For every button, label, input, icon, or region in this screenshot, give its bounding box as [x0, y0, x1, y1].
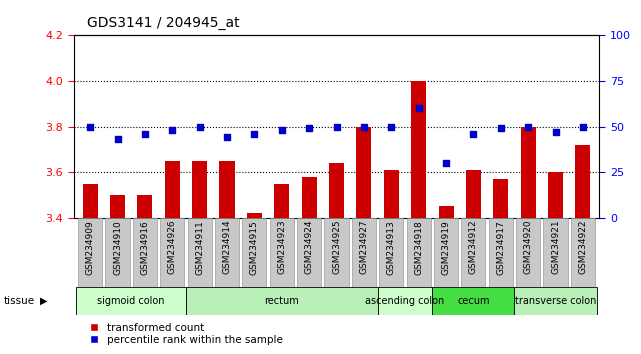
Text: GSM234924: GSM234924 — [304, 220, 313, 274]
Bar — [576, 145, 590, 218]
Bar — [384, 170, 399, 218]
Bar — [515, 287, 597, 315]
Legend: transformed count, percentile rank within the sample: transformed count, percentile rank withi… — [79, 318, 287, 349]
Bar — [352, 218, 376, 287]
Bar — [274, 183, 289, 218]
Point — [304, 126, 314, 131]
Bar — [106, 218, 129, 287]
Bar — [302, 177, 317, 218]
Bar — [329, 163, 344, 218]
Text: GSM234916: GSM234916 — [140, 220, 149, 275]
Bar — [133, 218, 157, 287]
Text: GSM234925: GSM234925 — [332, 220, 341, 274]
Bar — [160, 218, 185, 287]
Bar — [215, 218, 239, 287]
Point — [469, 131, 479, 137]
Point — [140, 131, 150, 137]
Bar — [411, 81, 426, 218]
Point — [441, 160, 451, 166]
Bar — [516, 218, 540, 287]
Bar — [297, 218, 321, 287]
Text: GDS3141 / 204945_at: GDS3141 / 204945_at — [87, 16, 239, 30]
Bar — [356, 126, 371, 218]
Text: GSM234913: GSM234913 — [387, 220, 395, 275]
Point — [495, 126, 506, 131]
Text: GSM234920: GSM234920 — [524, 220, 533, 274]
Point — [578, 124, 588, 129]
Text: GSM234926: GSM234926 — [168, 220, 177, 274]
Point — [413, 105, 424, 111]
Text: sigmoid colon: sigmoid colon — [97, 296, 165, 306]
Text: GSM234917: GSM234917 — [496, 220, 505, 275]
Point — [551, 129, 561, 135]
Bar — [378, 287, 432, 315]
Text: tissue: tissue — [3, 296, 35, 306]
Text: GSM234919: GSM234919 — [442, 220, 451, 275]
Text: rectum: rectum — [264, 296, 299, 306]
Point — [112, 137, 122, 142]
Point — [222, 135, 232, 140]
Bar — [324, 218, 349, 287]
Point — [194, 124, 204, 129]
Bar — [219, 161, 235, 218]
Point — [85, 124, 96, 129]
Point — [249, 131, 260, 137]
Text: ▶: ▶ — [40, 296, 48, 306]
Text: cecum: cecum — [457, 296, 490, 306]
Bar — [110, 195, 125, 218]
Bar — [406, 218, 431, 287]
Point — [359, 124, 369, 129]
Bar — [186, 287, 378, 315]
Text: GSM234910: GSM234910 — [113, 220, 122, 275]
Bar — [571, 218, 595, 287]
Text: GSM234914: GSM234914 — [222, 220, 231, 274]
Bar — [520, 126, 536, 218]
Text: ascending colon: ascending colon — [365, 296, 445, 306]
Bar — [270, 218, 294, 287]
Text: GSM234921: GSM234921 — [551, 220, 560, 274]
Text: GSM234915: GSM234915 — [250, 220, 259, 275]
Bar — [76, 287, 186, 315]
Bar — [247, 213, 262, 218]
Bar — [192, 161, 207, 218]
Text: GSM234909: GSM234909 — [86, 220, 95, 275]
Bar — [488, 218, 513, 287]
Bar — [548, 172, 563, 218]
Bar — [434, 218, 458, 287]
Bar — [78, 218, 102, 287]
Bar — [188, 218, 212, 287]
Point — [167, 127, 178, 133]
Bar — [137, 195, 153, 218]
Bar — [379, 218, 403, 287]
Point — [331, 124, 342, 129]
Point — [523, 124, 533, 129]
Text: GSM234911: GSM234911 — [195, 220, 204, 275]
Bar — [438, 206, 454, 218]
Bar — [466, 170, 481, 218]
Bar — [462, 218, 485, 287]
Bar — [242, 218, 267, 287]
Text: GSM234923: GSM234923 — [278, 220, 287, 274]
Text: transverse colon: transverse colon — [515, 296, 596, 306]
Point — [277, 127, 287, 133]
Text: GSM234912: GSM234912 — [469, 220, 478, 274]
Text: GSM234922: GSM234922 — [578, 220, 587, 274]
Text: GSM234918: GSM234918 — [414, 220, 423, 275]
Bar — [83, 183, 97, 218]
Bar — [494, 179, 508, 218]
Point — [386, 124, 396, 129]
Bar — [165, 161, 179, 218]
Bar — [544, 218, 567, 287]
Bar — [432, 287, 515, 315]
Text: GSM234927: GSM234927 — [360, 220, 369, 274]
